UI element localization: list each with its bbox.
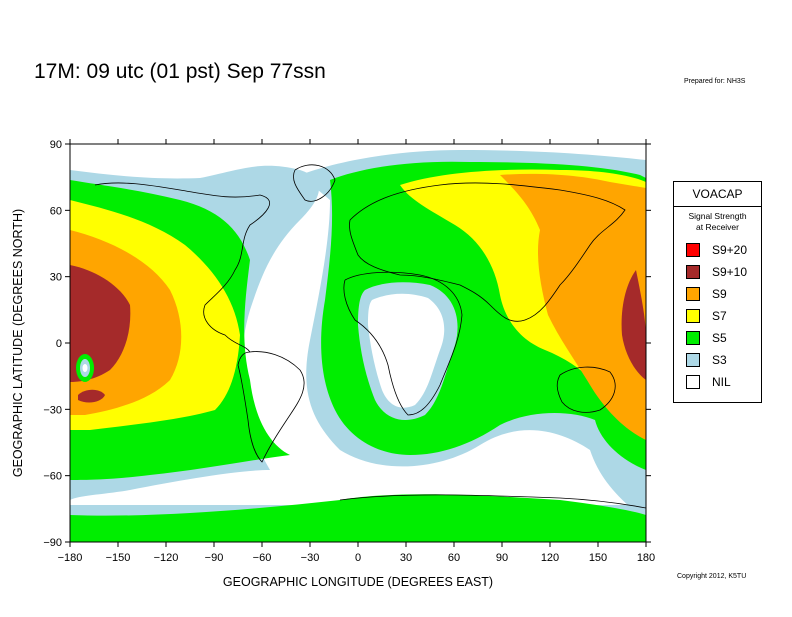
x-tick-label: −150 [106,552,131,564]
legend-item: S9 [674,283,761,305]
legend-swatch [686,243,700,257]
legend-item: S5 [674,327,761,349]
x-tick-label: −60 [253,552,272,564]
chart-title: 17M: 09 utc (01 pst) Sep 77ssn [34,60,326,83]
x-tick-label: 90 [496,552,508,564]
x-tick-label: 120 [541,552,559,564]
legend-subtitle-line1: Signal Strength [688,211,747,221]
x-tick-label: 0 [355,552,361,564]
legend-item: S7 [674,305,761,327]
legend-swatch [686,309,700,323]
signal-legend: VOACAP Signal Strength at Receiver S9+20… [673,181,762,403]
legend-swatch [686,287,700,301]
x-tick-label: 150 [589,552,607,564]
legend-title: VOACAP [674,182,761,207]
legend-swatch [686,375,700,389]
x-tick-label: −120 [154,552,179,564]
x-tick-label: −90 [205,552,224,564]
y-tick-label: 0 [56,338,62,350]
legend-swatch [686,265,700,279]
legend-label: NIL [712,375,731,389]
legend-swatch [686,331,700,345]
legend-item: S9+10 [674,261,761,283]
legend-subtitle: Signal Strength at Receiver [674,211,761,233]
x-tick-label: 30 [400,552,412,564]
legend-label: S5 [712,331,727,345]
x-tick-label: 60 [448,552,460,564]
y-tick-label: −90 [43,537,62,549]
x-tick-label: −30 [301,552,320,564]
y-tick-label: 60 [50,205,62,217]
legend-label: S9 [712,287,727,301]
y-tick-label: 30 [50,272,62,284]
axis-ticks: −180 −150 −120 −90 −60 −30 0 30 60 90 120 150 180 90 6… [43,139,655,564]
legend-subtitle-line2: at Receiver [696,222,739,232]
signal-coverage-areas [70,144,646,542]
prepared-for-note: Prepared for: NH3S [684,78,746,85]
legend-label: S3 [712,353,727,367]
x-axis-label: GEOGRAPHIC LONGITUDE (DEGREES EAST) [223,575,493,589]
y-tick-label: 90 [50,139,62,151]
copyright-note: Copyright 2012, K5TU [677,573,747,580]
legend-item: S3 [674,349,761,371]
legend-label: S9+10 [712,265,748,279]
legend-items: S9+20 S9+10 S9 S7 S5 S3 NIL [674,239,761,393]
coastlines [94,164,646,509]
legend-label: S7 [712,309,727,323]
x-tick-label: −180 [58,552,83,564]
y-axis-label: GEOGRAPHIC LATITUDE (DEGREES NORTH) [11,209,25,477]
y-tick-label: −30 [43,404,62,416]
legend-label: S9+20 [712,243,748,257]
legend-item: NIL [674,371,761,393]
legend-item: S9+20 [674,239,761,261]
x-tick-label: 180 [637,552,655,564]
y-tick-label: −60 [43,471,62,483]
legend-swatch [686,353,700,367]
